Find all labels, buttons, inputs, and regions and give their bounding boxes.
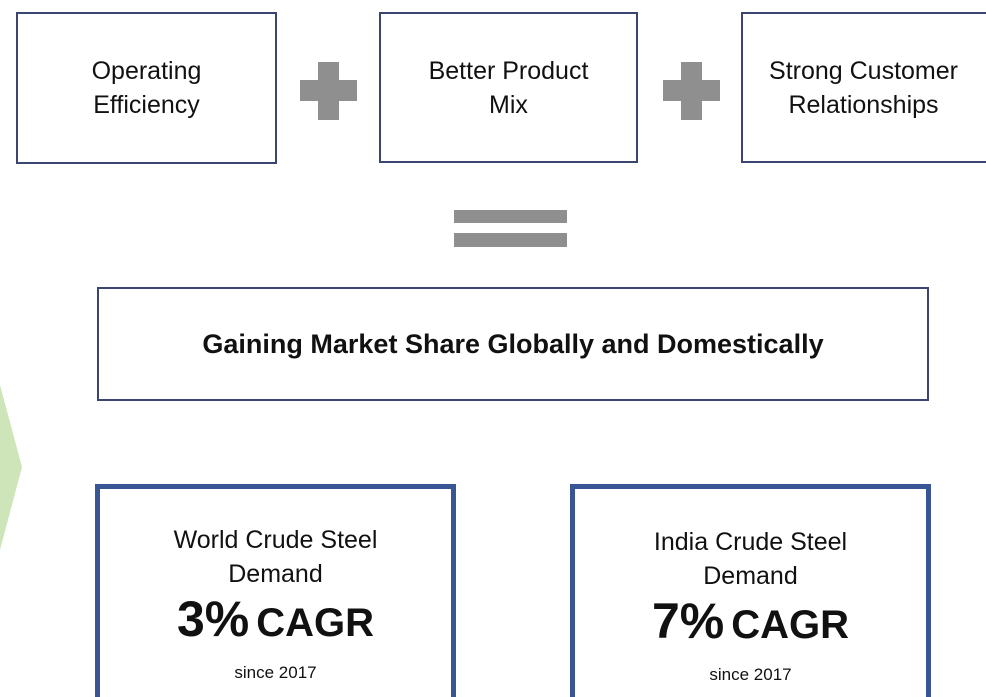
result-text: Gaining Market Share Globally and Domest…	[202, 329, 824, 359]
stat-line: Demand	[703, 562, 798, 590]
stat-box: World Crude Steel Demand 3% CAGR since 2…	[95, 484, 456, 697]
plus-sign	[318, 62, 339, 120]
stat-box: India Crude Steel Demand 7% CAGR since 2…	[570, 484, 931, 697]
input-box: Better Product Mix	[379, 12, 638, 163]
input-box: Strong Customer Relationships	[741, 12, 986, 163]
plus-sign	[681, 62, 702, 120]
input-line: Operating	[91, 57, 202, 85]
rate: 7%	[652, 593, 725, 649]
chevron	[0, 385, 22, 550]
stat-rate: 3% CAGR	[177, 593, 374, 654]
equals-sign	[454, 233, 567, 247]
stat-line: World Crude Steel	[173, 526, 378, 554]
unit: CAGR	[256, 601, 374, 645]
rate: 3%	[177, 591, 250, 647]
stat-rate: 7% CAGR	[652, 595, 849, 656]
input-line: Efficiency	[93, 91, 200, 119]
input-line: Relationships	[788, 90, 939, 119]
input-line: Strong Customer	[769, 56, 958, 85]
equals-sign	[454, 210, 567, 223]
stat-line: India Crude Steel	[653, 528, 848, 556]
result-box: Gaining Market Share Globally and Domest…	[97, 287, 929, 401]
since: since 2017	[234, 663, 317, 682]
input-line: Mix	[489, 90, 528, 119]
stat-line: Demand	[228, 560, 323, 588]
since: since 2017	[709, 665, 792, 684]
input-box: Operating Efficiency	[16, 12, 277, 164]
unit: CAGR	[731, 603, 849, 647]
input-line: Better Product	[428, 56, 589, 85]
